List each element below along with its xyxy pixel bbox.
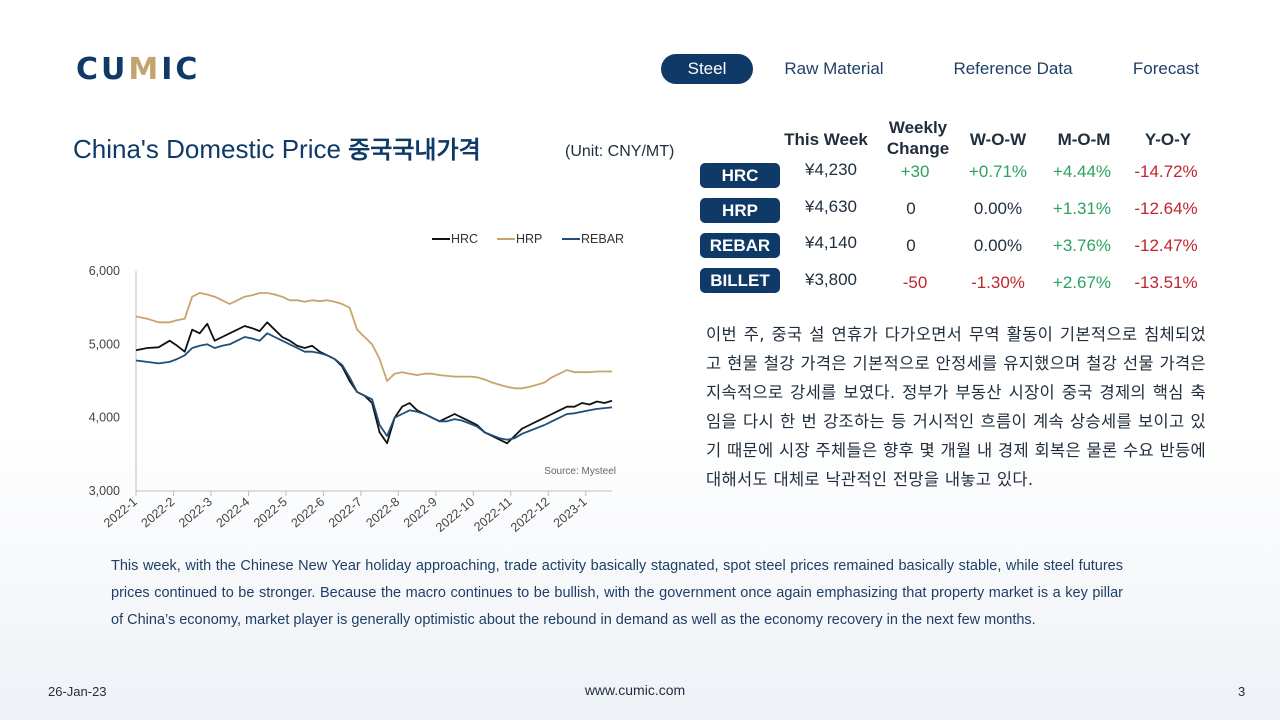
header-weekly-change-line1: Weekly [888,118,948,137]
yoy-hrp: -12.64% [1134,199,1198,218]
mom-hrp: +1.31% [1052,199,1112,218]
row-label-rebar: REBAR [700,233,780,258]
change-billet: -50 [902,273,928,292]
x-tick-label: 2022-11 [471,495,514,535]
x-tick-label: 2022-1 [101,495,140,531]
footer-url[interactable]: www.cumic.com [584,682,686,698]
chart-source-label: Source: Mysteel [544,466,616,477]
change-hrp: 0 [906,199,916,218]
y-tick-label: 5,000 [89,337,120,351]
price-rebar: ¥4,140 [805,233,857,252]
mom-billet: +2.67% [1052,273,1112,292]
y-tick-label: 6,000 [89,264,120,278]
mom-hrc: +4.44% [1052,162,1112,181]
header-weekly-change: Weekly Change [880,117,956,159]
series-line-hrp [135,292,612,390]
y-tick-label: 4,000 [89,411,120,425]
nav-tab-forecast[interactable]: Forecast [1132,59,1200,78]
x-tick-label: 2022-5 [251,495,290,531]
series-line-rebar [135,332,613,441]
wow-hrc: +0.71% [968,162,1028,181]
english-commentary: This week, with the Chinese New Year hol… [111,558,1123,628]
x-tick-label: 2022-6 [289,495,328,531]
price-hrc: ¥4,230 [805,160,857,179]
yoy-billet: -13.51% [1134,273,1198,292]
page-title-kr: 중국국내가격 [348,136,481,164]
header-this-week: This Week [784,130,868,149]
mom-rebar: +3.76% [1052,236,1112,255]
header-yoy: Y-O-Y [1144,130,1192,149]
nav-tab-raw-material[interactable]: Raw Material [784,59,884,78]
price-billet: ¥3,800 [805,270,857,289]
x-tick-label: 2022-2 [139,495,178,531]
legend-label-hrc: HRC [451,232,478,246]
y-tick-label: 3,000 [89,484,120,498]
header-weekly-change-line2: Change [886,139,950,158]
x-tick-label: 2022-8 [363,495,402,531]
row-label-hrc: HRC [700,163,780,188]
x-tick-label: 2023-1 [551,495,590,531]
logo-text-post: IC [161,52,201,87]
price-hrp: ¥4,630 [805,197,857,216]
legend-label-hrp: HRP [516,232,542,246]
x-tick-label: 2022-12 [508,495,552,535]
x-tick-label: 2022-3 [176,495,215,531]
wow-rebar: 0.00% [973,236,1023,255]
cumic-logo[interactable]: CUMIC [76,52,200,87]
korean-commentary: 이번 주, 중국 설 연휴가 다가오면서 무역 활동이 기본적으로 침체되었고 … [706,325,1206,489]
yoy-rebar: -12.47% [1134,236,1198,255]
nav-tab-steel[interactable]: Steel [661,54,753,84]
logo-text-pre: CU [76,52,129,87]
x-tick-label: 2022-10 [433,495,477,535]
page-title-en: China's Domestic Price [73,134,349,164]
page-title: China's Domestic Price 중국국내가격 [73,130,481,165]
change-hrc: +30 [900,162,930,181]
wow-billet: -1.30% [971,273,1025,292]
footer-date: 26-Jan-23 [48,684,107,699]
x-tick-label: 2022-4 [214,495,253,531]
header-wow: W-O-W [969,130,1027,149]
nav-tab-reference-data[interactable]: Reference Data [953,59,1073,78]
page-number: 3 [1238,684,1246,699]
row-label-billet: BILLET [700,268,780,293]
wow-hrp: 0.00% [973,199,1023,218]
x-tick-label: 2022-7 [326,495,365,531]
logo-text-accent: M [128,52,162,87]
top-nav: Steel Raw Material Reference Data Foreca… [0,54,1280,84]
header-mom: M-O-M [1057,130,1111,149]
change-rebar: 0 [906,236,916,255]
unit-label: (Unit: CNY/MT) [565,143,675,160]
row-label-hrp: HRP [700,198,780,223]
series-line-hrc [135,321,613,445]
yoy-hrc: -14.72% [1134,162,1198,181]
legend-label-rebar: REBAR [581,232,624,246]
price-line-chart: 3,0004,0005,0006,0002022-12022-22022-320… [89,232,624,535]
